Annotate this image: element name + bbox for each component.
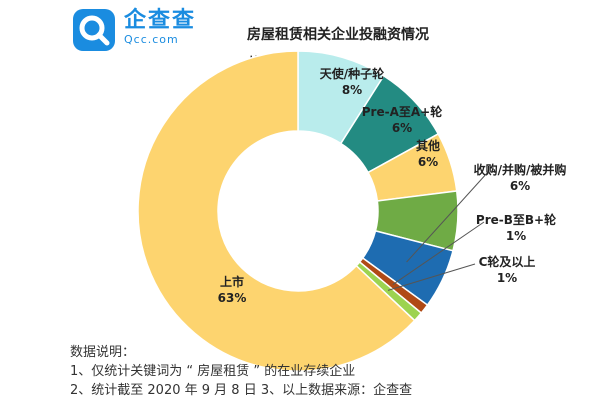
slice-label-1: 天使/种子轮 [320, 66, 385, 81]
slice-label-4: 收购/并购/被并购 [474, 162, 567, 177]
slice-label-6: C轮及以上 [479, 254, 536, 269]
leader-line-4 [406, 171, 489, 263]
slice-value-2: 6% [392, 121, 412, 135]
slice-value-3: 6% [418, 155, 438, 169]
leader-line-5 [392, 221, 485, 285]
slice-value-7: 63% [218, 291, 247, 305]
qcc-logo-icon [73, 9, 115, 51]
slice-label-2: Pre-A至A+轮 [362, 104, 443, 119]
slice-value-6: 1% [497, 271, 517, 285]
logo-domain: Qcc.com [124, 33, 179, 46]
slice-value-1: 8% [342, 83, 362, 97]
leader-line-6 [387, 263, 476, 291]
logo: 企查查 Qcc.com [124, 8, 234, 46]
slice-label-3: 其他 [416, 138, 440, 153]
chart-title: 房屋租赁相关企业投融资情况 [247, 27, 429, 43]
data-notes: 数据说明： 1、仅统计关键词为 “ 房屋租赁 ” 的在业存续企业 2、统计截至 … [70, 343, 412, 400]
slice-label-5: Pre-B至B+轮 [476, 212, 557, 227]
notes-line-2: 2、统计截至 2020 年 9 月 8 日 3、以上数据来源：企查查 [70, 383, 413, 398]
notes-line-1: 1、仅统计关键词为 “ 房屋租赁 ” 的在业存续企业 [70, 364, 356, 379]
slice-7 [137, 50, 416, 372]
logo-name: 企查查 [124, 8, 197, 33]
slice-value-5: 1% [506, 229, 526, 243]
slice-label-7: 上市 [220, 274, 244, 289]
notes-heading: 数据说明： [70, 345, 136, 360]
slice-value-4: 6% [510, 179, 530, 193]
